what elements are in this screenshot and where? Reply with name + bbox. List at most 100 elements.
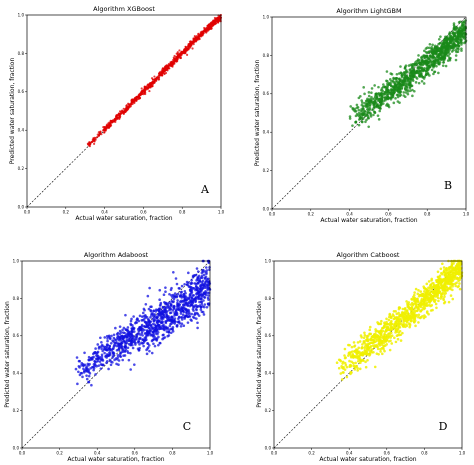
data-point bbox=[390, 334, 394, 338]
data-point bbox=[416, 58, 420, 61]
data-point bbox=[171, 64, 174, 67]
data-point bbox=[153, 344, 157, 348]
data-point bbox=[200, 293, 203, 296]
data-point bbox=[126, 326, 130, 329]
data-point bbox=[218, 17, 221, 20]
data-point bbox=[206, 277, 209, 281]
data-point bbox=[389, 83, 392, 87]
data-point bbox=[149, 309, 152, 312]
data-point bbox=[364, 342, 367, 346]
data-point bbox=[405, 309, 409, 312]
data-point bbox=[359, 117, 362, 121]
chart-title: Algorithm Adaboost bbox=[84, 251, 149, 259]
data-point bbox=[365, 118, 368, 122]
data-point bbox=[434, 295, 438, 298]
data-point bbox=[417, 65, 420, 68]
panel-label: C bbox=[183, 420, 191, 433]
data-point bbox=[106, 337, 109, 340]
data-point bbox=[431, 43, 434, 47]
data-point bbox=[149, 320, 153, 323]
data-point bbox=[437, 286, 441, 290]
data-point bbox=[186, 48, 189, 51]
data-point bbox=[373, 333, 376, 337]
data-point bbox=[172, 300, 175, 303]
data-point bbox=[178, 300, 182, 304]
data-point bbox=[135, 335, 139, 339]
data-point bbox=[141, 311, 145, 315]
data-point bbox=[147, 326, 151, 330]
data-point bbox=[173, 292, 177, 295]
data-point bbox=[371, 344, 375, 347]
data-point bbox=[183, 317, 187, 320]
data-point bbox=[108, 121, 111, 124]
x-tick-label: 0.4 bbox=[346, 212, 353, 217]
data-point bbox=[413, 89, 416, 93]
data-point bbox=[368, 104, 372, 107]
data-point bbox=[379, 350, 382, 353]
scatter-points bbox=[348, 19, 468, 129]
data-point bbox=[453, 277, 457, 281]
data-point bbox=[375, 95, 379, 99]
data-point bbox=[162, 333, 165, 337]
data-point bbox=[377, 340, 381, 343]
data-point bbox=[402, 320, 405, 324]
data-point bbox=[187, 43, 190, 46]
data-point bbox=[131, 346, 135, 350]
data-point bbox=[77, 359, 81, 363]
data-point bbox=[456, 276, 459, 280]
data-point bbox=[183, 289, 187, 293]
data-point bbox=[457, 284, 460, 288]
data-point bbox=[408, 73, 412, 76]
data-point bbox=[174, 59, 178, 63]
data-point bbox=[205, 305, 209, 309]
data-point bbox=[85, 377, 89, 381]
data-point bbox=[389, 89, 393, 92]
data-point bbox=[409, 70, 412, 73]
data-point bbox=[364, 120, 367, 124]
data-point bbox=[406, 318, 410, 321]
data-point bbox=[427, 280, 431, 283]
data-point bbox=[153, 75, 156, 78]
y-tick-label: 0.4 bbox=[265, 371, 272, 376]
data-point bbox=[461, 25, 465, 29]
data-point bbox=[357, 111, 361, 115]
data-point bbox=[422, 301, 426, 304]
data-point bbox=[183, 303, 187, 307]
y-axis-label: Predicted water saturation, fraction bbox=[4, 301, 11, 408]
data-point bbox=[357, 355, 360, 358]
data-point bbox=[162, 325, 166, 329]
data-point bbox=[413, 308, 416, 312]
data-point bbox=[451, 49, 455, 52]
data-point bbox=[140, 331, 144, 335]
data-point bbox=[127, 333, 131, 337]
data-point bbox=[362, 86, 365, 89]
data-point bbox=[192, 305, 196, 309]
data-point bbox=[133, 101, 136, 105]
data-point bbox=[199, 297, 203, 301]
data-point bbox=[398, 90, 402, 94]
data-point bbox=[99, 367, 103, 370]
data-point bbox=[191, 47, 194, 50]
data-point bbox=[352, 341, 356, 344]
data-point bbox=[343, 354, 346, 357]
data-point bbox=[208, 266, 211, 269]
data-point bbox=[187, 45, 190, 48]
y-axis-label: Predicted water saturation, fraction bbox=[256, 301, 263, 408]
data-point bbox=[368, 106, 372, 110]
data-point bbox=[135, 337, 138, 341]
data-point bbox=[449, 285, 452, 289]
data-point bbox=[129, 343, 132, 347]
data-point bbox=[448, 52, 451, 56]
data-point bbox=[142, 344, 145, 348]
data-point bbox=[359, 334, 363, 337]
data-point bbox=[98, 132, 101, 135]
data-point bbox=[439, 41, 443, 45]
data-point bbox=[382, 336, 386, 340]
data-point bbox=[170, 286, 173, 290]
data-point bbox=[93, 351, 97, 355]
data-point bbox=[117, 112, 120, 115]
data-point bbox=[153, 316, 156, 319]
data-point bbox=[182, 310, 186, 314]
data-point bbox=[380, 341, 383, 344]
data-point bbox=[435, 306, 438, 310]
